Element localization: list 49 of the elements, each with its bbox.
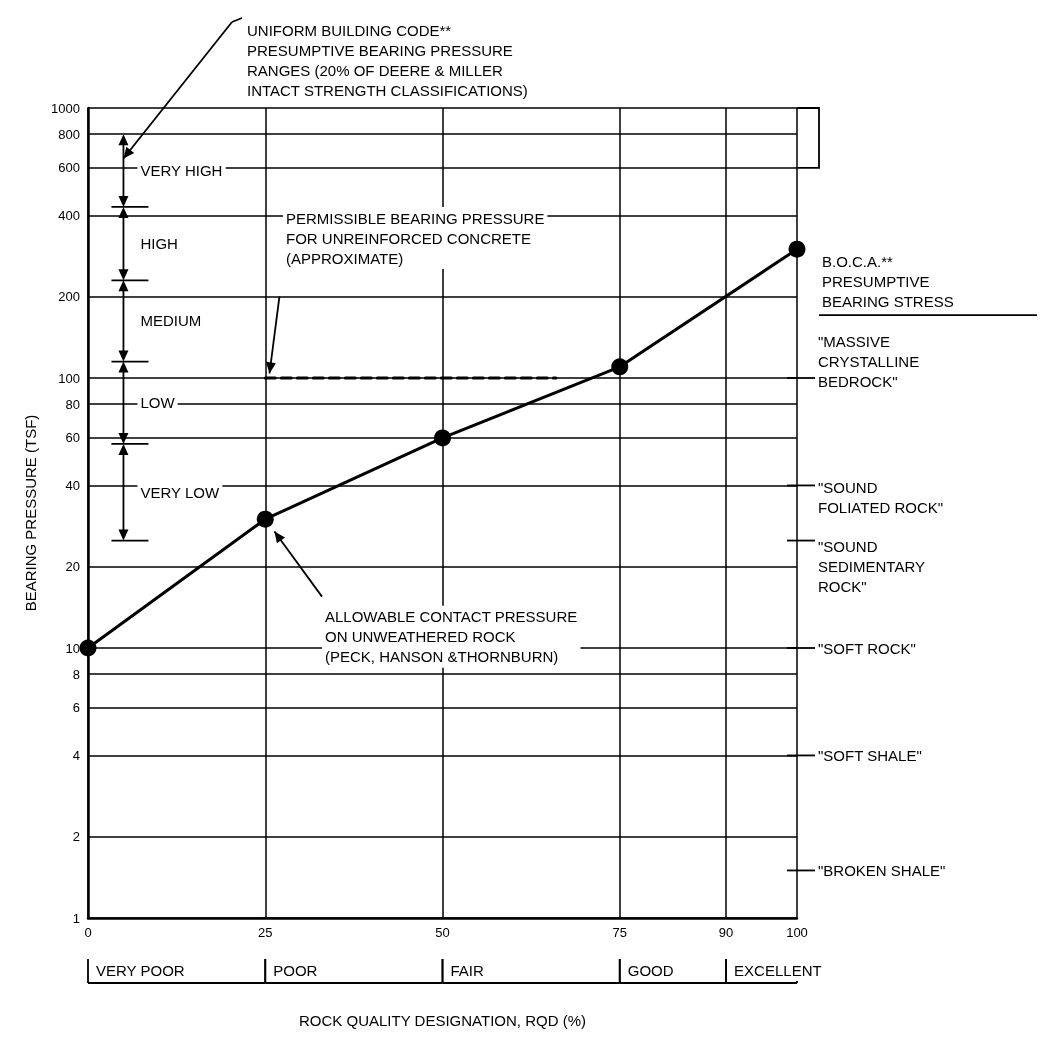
y-tick-label: 2 (72, 829, 80, 845)
text: POOR (273, 961, 318, 979)
text: UNIFORM BUILDING CODE** PRESUMPTIVE BEARING PRESSURE RANGES (20% OF DEERE & MILLER INTACT STRENGTH CLASSIFICATIONS) (246, 21, 528, 99)
y-tick-label: 100 (58, 370, 80, 386)
y-tick-label: 400 (58, 207, 80, 223)
y-tick-label: 10 (65, 640, 80, 656)
y-tick-label: 600 (58, 160, 80, 176)
point (256, 510, 274, 528)
y-tick-label: 6 (72, 700, 80, 716)
annotation: LOW (140, 394, 176, 412)
annotation: PERMISSIBLE BEARING PRESSURE FOR UNREINFORCED CONCRETE (APPROXIMATE) (285, 209, 545, 267)
y-tick-label: 80 (65, 396, 80, 412)
point (434, 429, 451, 447)
y-tick-label: 40 (65, 477, 80, 493)
x-tick-label: 100 (786, 925, 808, 940)
point (79, 639, 97, 657)
text: VERY POOR (96, 961, 185, 979)
text: "MASSIVE CRYSTALLINE BEDROCK" (818, 333, 920, 391)
y-tick-label: 1000 (51, 100, 80, 116)
point (611, 358, 629, 376)
x-tick-label: 90 (718, 925, 734, 940)
x-tick-label: 25 (258, 925, 273, 940)
y-tick-label: 800 (58, 126, 80, 142)
point (788, 240, 806, 258)
annotation: VERY LOW (140, 483, 220, 501)
text: "SOFT SHALE" (818, 746, 922, 764)
annotation: VERY HIGH (140, 162, 223, 180)
annotation: ALLOWABLE CONTACT PRESSURE ON UNWEATHERED ROCK (PECK, HANSON &THORNBURN) (324, 608, 578, 666)
text: EXCELLENT (734, 961, 822, 979)
x-tick-label: 75 (612, 925, 627, 940)
y-tick-label: 1 (72, 910, 80, 926)
text: FAIR (450, 961, 485, 979)
x-axis-title: ROCK QUALITY DESIGNATION, RQD (%) (299, 1012, 586, 1029)
y-tick-label: 200 (58, 289, 80, 305)
annotation: MEDIUM (140, 312, 202, 330)
x-tick-label: 0 (84, 925, 92, 940)
text: B.O.C.A.** PRESUMPTIVE BEARING STRESS (822, 252, 954, 310)
text: "SOFT ROCK" (818, 639, 916, 657)
text: "BROKEN SHALE" (818, 861, 946, 879)
y-tick-label: 60 (65, 430, 80, 446)
x-tick-label: 50 (435, 925, 450, 940)
y-tick-label: 8 (72, 666, 80, 682)
y-axis-title: BEARING PRESSURE (TSF) (22, 414, 39, 612)
annotation: HIGH (140, 235, 178, 253)
y-tick-label: 4 (72, 747, 80, 763)
text: "SOUND SEDIMENTARY ROCK" (818, 538, 925, 596)
text: GOOD (627, 961, 674, 979)
text: "SOUND FOLIATED ROCK" (818, 479, 944, 517)
y-tick-label: 20 (65, 559, 80, 575)
